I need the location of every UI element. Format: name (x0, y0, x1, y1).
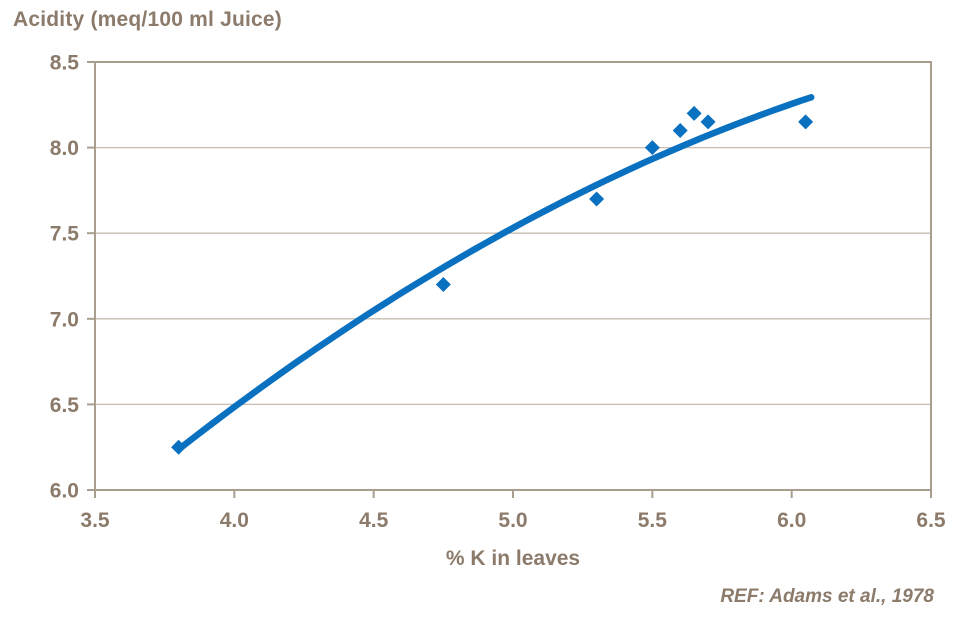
y-tick-label: 7.5 (50, 223, 80, 246)
y-tick-label: 8.5 (50, 52, 80, 75)
y-tick-label: 8.0 (50, 137, 79, 160)
trend-line (175, 94, 815, 453)
x-tick-label: 6.5 (916, 509, 946, 532)
x-axis-title: % K in leaves (445, 547, 581, 570)
y-tick-label: 6.0 (50, 480, 79, 503)
y-tick-label: 6.5 (50, 394, 80, 417)
x-tick-label: 5.5 (638, 509, 668, 532)
reference-note: REF: Adams et al., 1978 (720, 586, 934, 607)
x-tick-label: 4.0 (220, 509, 249, 532)
x-tick-label: 6.0 (777, 509, 806, 532)
x-tick-label: 3.5 (80, 509, 110, 532)
data-point-marker (686, 105, 702, 121)
x-tick-label: 4.5 (359, 509, 389, 532)
chart-title: Acidity (meq/100 ml Juice) (13, 8, 282, 31)
x-tick-label: 5.0 (498, 509, 527, 532)
data-point-marker (644, 140, 660, 156)
data-point-marker (589, 191, 605, 207)
data-point-marker (435, 277, 451, 293)
data-point-marker (171, 439, 187, 455)
data-point-marker (798, 114, 814, 130)
y-tick-label: 7.0 (50, 308, 79, 331)
data-point-marker (700, 114, 716, 130)
data-point-marker (672, 122, 688, 138)
